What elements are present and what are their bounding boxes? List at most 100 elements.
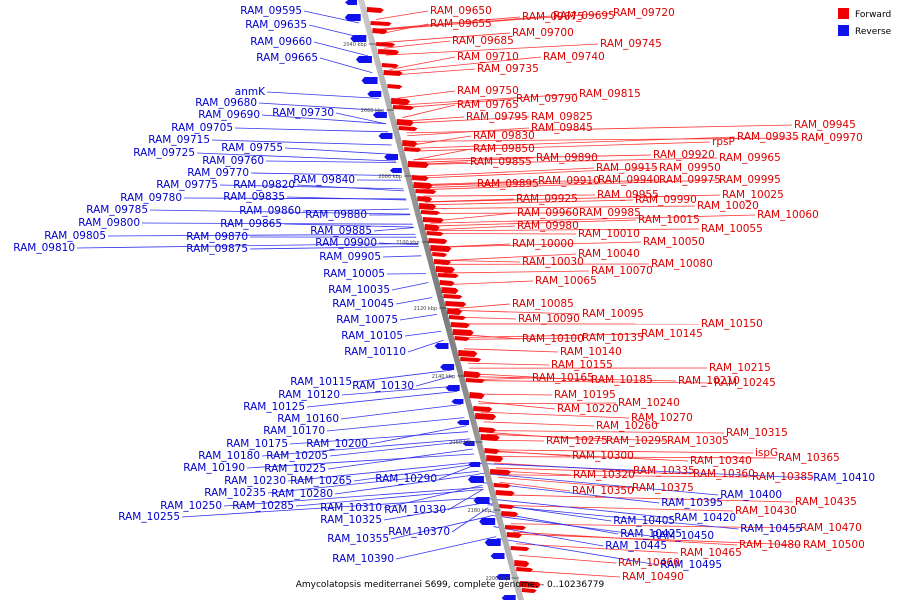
gene-label-forward: RAM_09915 (596, 162, 658, 174)
connector-line-forward (391, 68, 476, 76)
gene-label-forward: RAM_09845 (531, 122, 593, 134)
gene-arrow-forward (469, 392, 485, 399)
gene-label-forward: RAM_10000 (512, 238, 574, 250)
gene-arrow-forward (435, 266, 455, 273)
connector-line-reverse (249, 245, 419, 250)
gene-label-reverse: RAM_09705 (171, 122, 233, 134)
gene-label-forward: RAM_09940 (598, 174, 660, 186)
connector-line-reverse (335, 112, 387, 125)
connector-line-forward (399, 93, 578, 106)
gene-arrow-forward (434, 259, 452, 265)
gene-label-forward: RAM_09765 (457, 99, 519, 111)
connector-line-forward (413, 154, 652, 161)
gene-label-forward: ispG (755, 447, 778, 459)
gene-arrow-forward (460, 357, 482, 362)
connector-line-reverse (181, 497, 486, 518)
gene-label-reverse: RAM_09725 (133, 147, 195, 159)
connector-line-reverse (258, 102, 383, 111)
gene-label-forward: RAM_10220 (557, 403, 619, 415)
gene-arrow-reverse (479, 518, 496, 525)
connector-line-reverse (250, 172, 400, 177)
gene-label-reverse: RAM_10180 (198, 450, 260, 462)
connector-line-reverse (383, 484, 483, 509)
connector-line-forward (421, 179, 658, 189)
gene-label-forward: RAM_09960 (517, 207, 579, 219)
gene-label-reverse: RAM_09775 (156, 179, 218, 191)
connector-line-reverse (353, 463, 477, 482)
gene-label-reverse: RAM_09905 (319, 251, 381, 263)
connector-line-reverse (283, 223, 414, 228)
connector-line-forward (488, 439, 545, 442)
gene-arrow-forward (450, 322, 470, 328)
gene-label-reverse: RAM_10265 (290, 475, 352, 487)
gene-label-reverse: RAM_09860 (239, 205, 301, 217)
connector-line-forward (478, 401, 556, 410)
connector-line-reverse (261, 114, 387, 125)
connector-line-forward (414, 157, 718, 165)
gene-label-forward: RAM_10320 (573, 469, 635, 481)
gene-arrow-reverse (451, 399, 464, 404)
gene-label-forward: RAM_10435 (795, 496, 857, 508)
gene-arrow-forward (519, 581, 541, 588)
gene-label-forward: RAM_10260 (596, 420, 658, 432)
gene-label-forward: RAM_09855 (470, 156, 532, 168)
gene-arrow-forward (445, 301, 467, 307)
connector-line-reverse (487, 504, 739, 530)
connector-line-reverse (404, 330, 442, 337)
gene-label-forward: RAM_10150 (701, 318, 763, 330)
gene-label-reverse: RAM_10400 (720, 489, 782, 501)
gene-arrow-reverse (467, 476, 484, 483)
gene-label-forward: RAM_10315 (726, 427, 788, 439)
gene-label-forward: RAM_09955 (597, 189, 659, 201)
connector-line-reverse (246, 453, 475, 469)
connector-line-forward (420, 179, 597, 187)
connector-line-reverse (223, 486, 484, 507)
connector-line-reverse (481, 482, 660, 504)
connector-line-forward (426, 205, 696, 210)
gene-arrow-reverse (440, 364, 455, 370)
connector-line-forward (443, 270, 590, 274)
connector-line-reverse (496, 537, 659, 566)
connector-line-reverse (284, 147, 395, 155)
gene-label-forward: RAM_09970 (801, 132, 863, 144)
gene-label-forward: RAM_09985 (579, 207, 641, 219)
gene-arrow-reverse (445, 385, 460, 391)
gene-label-forward: RAM_10020 (697, 200, 759, 212)
connector-line-forward (432, 228, 700, 232)
tick-label: 2060 kbp (361, 108, 385, 114)
gene-label-reverse: RAM_10225 (264, 463, 326, 475)
connector-line-forward (502, 494, 794, 503)
gene-arrow-forward (441, 287, 459, 294)
connector-line-forward (505, 505, 734, 512)
gene-arrow-forward (402, 140, 418, 147)
gene-label-forward: RAM_10135 (582, 332, 644, 344)
gene-label-forward: RAM_10500 (803, 539, 865, 551)
connector-line-reverse (265, 160, 397, 163)
connector-line-reverse (329, 440, 471, 457)
gene-arrow-forward (454, 336, 470, 341)
gene-arrow-forward (443, 294, 463, 299)
gene-arrow-forward (411, 175, 429, 181)
connector-line-forward (480, 411, 630, 419)
gene-label-reverse: RAM_10200 (306, 438, 368, 450)
connector-line-forward (403, 116, 465, 122)
gene-label-forward: RAM_10070 (591, 265, 653, 277)
gene-label-forward: RAM_10295 (606, 435, 668, 447)
connector-line-forward (414, 157, 535, 163)
gene-label-forward: RAM_10245 (714, 377, 776, 389)
gene-label-reverse: RAM_10250 (160, 500, 222, 512)
connector-line-reverse (395, 536, 497, 560)
gene-arrow-forward (449, 315, 467, 320)
gene-label-reverse: RAM_10455 (740, 523, 802, 535)
gene-label-reverse: RAM_10330 (384, 504, 446, 516)
gene-arrow-reverse (350, 35, 367, 42)
gene-arrow-reverse (457, 420, 470, 425)
connector-line-forward (467, 362, 550, 366)
gene-label-forward: RAM_10215 (709, 362, 771, 374)
connector-line-reverse (313, 41, 368, 57)
gene-label-reverse: RAM_10370 (388, 526, 450, 538)
gene-arrow-forward (501, 511, 519, 517)
gene-label-forward: RAM_10430 (735, 505, 797, 517)
gene-label-reverse: RAM_09800 (78, 217, 140, 229)
